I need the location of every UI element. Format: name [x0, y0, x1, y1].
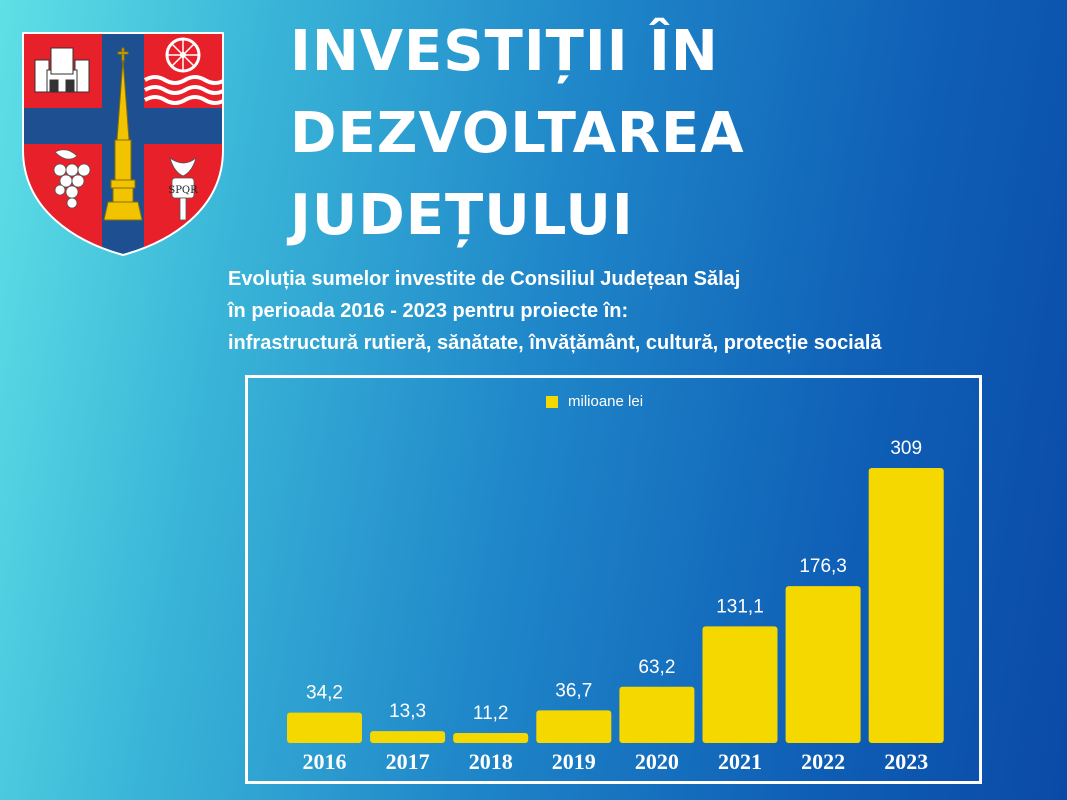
bar-2023 — [868, 468, 944, 743]
bar-2016 — [287, 712, 362, 743]
page-title-line-3: JUDEȚULUI — [290, 183, 634, 248]
page-title-line-2: DEZVOLTAREA — [290, 101, 745, 166]
legend-swatch — [546, 396, 558, 408]
eagle-icon — [169, 156, 197, 221]
value-label-2020: 63,2 — [638, 657, 675, 678]
bar-2021 — [702, 626, 778, 743]
category-label-2016: 2016 — [303, 749, 347, 774]
wheel-icon — [165, 37, 201, 73]
category-label-2020: 2020 — [635, 749, 679, 774]
value-label-2016: 34,2 — [306, 683, 343, 704]
bar-2019 — [536, 710, 612, 743]
bar-2020 — [619, 686, 695, 743]
category-label-2019: 2019 — [552, 749, 596, 774]
value-label-2023: 309 — [890, 438, 922, 459]
bar-2017 — [370, 731, 446, 743]
county-crest: SPQR — [22, 32, 224, 257]
waves-icon — [143, 75, 223, 105]
chart-frame — [245, 375, 982, 784]
subtitle-line-2: în perioada 2016 - 2023 pentru proiecte … — [228, 300, 629, 322]
bar-chart: 34,2 2016 13,3 2017 11,2 2018 36,7 2019 63,2 2020… — [287, 438, 944, 774]
category-label-2021: 2021 — [718, 749, 762, 774]
category-label-2022: 2022 — [801, 749, 845, 774]
category-label-2018: 2018 — [469, 749, 513, 774]
category-label-2017: 2017 — [386, 749, 430, 774]
category-label-2023: 2023 — [884, 749, 928, 774]
value-label-2019: 36,7 — [555, 680, 592, 701]
grapes-icon — [53, 149, 91, 209]
subtitle-line-3: infrastructură rutieră, sănătate, învăță… — [228, 332, 882, 354]
castle-icon — [34, 47, 90, 93]
legend-label: milioane lei — [568, 393, 644, 410]
value-label-2021: 131,1 — [716, 596, 764, 617]
bar-2018 — [453, 733, 529, 743]
subtitle-line-1: Evoluția sumelor investite de Consiliul … — [228, 268, 741, 290]
bar-2022 — [785, 586, 861, 743]
value-label-2022: 176,3 — [799, 556, 847, 577]
spire-icon — [103, 47, 143, 221]
value-label-2017: 13,3 — [389, 701, 426, 722]
value-label-2018: 11,2 — [473, 703, 509, 724]
spqr-motto: SPQR — [168, 185, 198, 196]
page-title-line-1: INVESTIȚII ÎN — [290, 19, 719, 84]
